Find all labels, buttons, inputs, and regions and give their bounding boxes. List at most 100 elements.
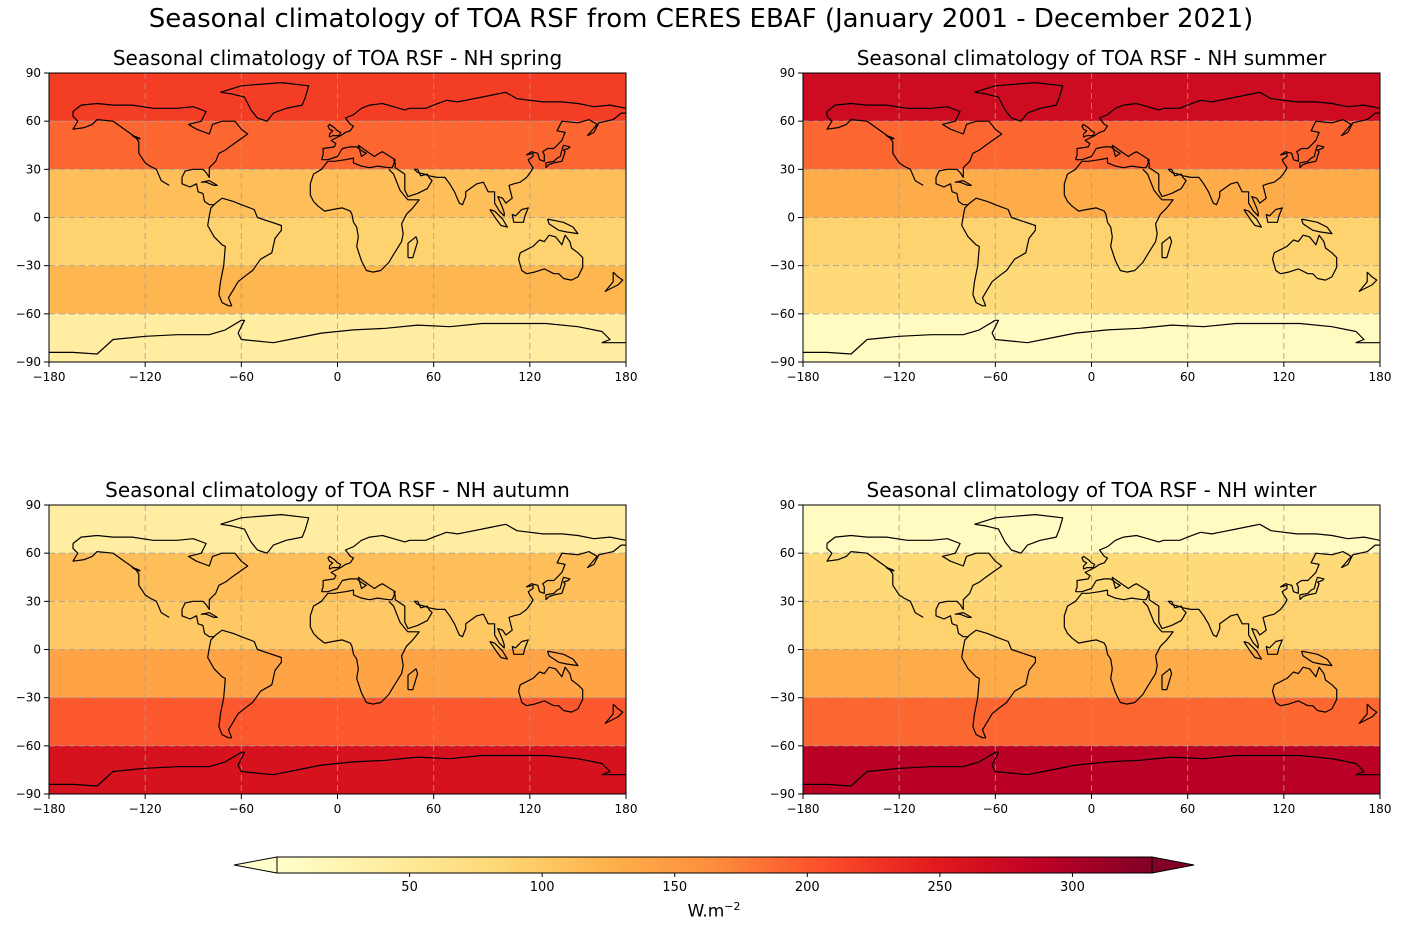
coastline <box>327 555 342 570</box>
coastline <box>1161 668 1173 691</box>
coastline <box>131 135 141 140</box>
y-tick-label: 0 <box>787 643 795 657</box>
x-tick-label: −120 <box>883 802 916 816</box>
coastline <box>1300 650 1333 667</box>
coastline <box>327 123 342 138</box>
coastline <box>954 180 972 186</box>
coastline <box>517 666 584 713</box>
x-tick-label: −120 <box>129 370 162 384</box>
y-tick-label: −30 <box>16 691 41 705</box>
y-tick-label: −60 <box>770 739 795 753</box>
field-layer <box>803 73 1380 362</box>
field-layer <box>49 73 626 362</box>
map-plot: −180 −120 −60 0 60 120 180 90 60 30 0 −30 −60 −90 <box>16 498 638 816</box>
map-plot: −180 −120 −60 0 60 120 180 90 60 30 0 −30 −60 −90 <box>770 66 1392 384</box>
x-tick-label: −60 <box>983 370 1008 384</box>
panel-title: Seasonal climatology of TOA RSF - NH sum… <box>856 46 1327 70</box>
coastline <box>489 640 508 660</box>
coastline <box>49 319 626 355</box>
panel-title: Seasonal climatology of TOA RSF - NH win… <box>866 478 1317 502</box>
colorbar-label: W.m−2 <box>0 900 1402 922</box>
coastline <box>546 218 579 235</box>
y-tick-label: 60 <box>26 546 41 560</box>
x-tick-label: 60 <box>426 802 441 816</box>
coastline <box>309 144 420 273</box>
coastline <box>511 639 529 655</box>
figure-title: Seasonal climatology of TOA RSF from CER… <box>148 4 1254 34</box>
colorbar-extend-min <box>233 856 278 874</box>
y-tick-label: 0 <box>33 643 41 657</box>
coastline <box>1243 208 1263 228</box>
coastline <box>1147 544 1380 649</box>
x-tick-label: −180 <box>787 370 820 384</box>
coastline <box>1265 207 1283 223</box>
x-tick-label: −60 <box>229 802 254 816</box>
coastline <box>309 576 420 705</box>
x-tick-label: −180 <box>33 802 66 816</box>
coastline <box>546 650 579 667</box>
coastline <box>1161 236 1173 259</box>
map-plot: −180 −120 −60 0 60 120 180 90 60 30 0 −30 −60 −90 <box>770 498 1392 816</box>
x-tick-label: 180 <box>615 370 638 384</box>
colorbar-tick-label: 150 <box>662 880 687 895</box>
coastline <box>954 612 972 619</box>
field-layer <box>803 505 1380 794</box>
x-tick-label: −180 <box>33 370 66 384</box>
coastline <box>826 102 1037 307</box>
coastline <box>826 111 924 186</box>
y-tick-label: 30 <box>780 162 795 176</box>
coastline <box>1074 523 1380 592</box>
coastline <box>1063 144 1174 273</box>
y-tick-label: 60 <box>780 546 795 560</box>
coastline <box>49 751 626 787</box>
y-tick-label: 90 <box>26 498 41 512</box>
coastline <box>393 112 626 217</box>
coastline <box>489 208 508 228</box>
y-tick-label: −90 <box>770 355 795 369</box>
coastline <box>320 91 626 160</box>
x-tick-label: 60 <box>1180 802 1195 816</box>
panel-title: Seasonal climatology of TOA RSF - NH aut… <box>105 478 570 502</box>
coastline <box>885 135 895 140</box>
colorbar-tick-label: 300 <box>1060 880 1085 895</box>
coastline <box>517 234 584 281</box>
x-tick-label: −120 <box>129 802 162 816</box>
y-tick-label: 90 <box>780 498 795 512</box>
x-tick-label: 180 <box>1369 370 1392 384</box>
colorbar-tick-label: 250 <box>927 880 952 895</box>
x-tick-label: −60 <box>229 370 254 384</box>
coastline <box>545 576 571 601</box>
y-tick-label: −30 <box>770 691 795 705</box>
panel-title: Seasonal climatology of TOA RSF - NH spr… <box>112 46 563 70</box>
coastline <box>200 612 218 619</box>
coastline <box>72 543 170 618</box>
colorbar-label-base: W.m <box>687 901 725 922</box>
colorbar-extend-max <box>1151 856 1195 874</box>
coastline <box>200 180 218 186</box>
y-tick-label: 30 <box>26 594 41 608</box>
coastline <box>1299 576 1325 601</box>
coastline <box>1299 144 1325 169</box>
coastline <box>1063 576 1174 705</box>
coastline <box>1147 112 1380 217</box>
colorbar-gradient <box>276 856 1153 874</box>
x-tick-label: −60 <box>983 802 1008 816</box>
x-tick-label: 120 <box>1272 802 1295 816</box>
y-tick-label: 90 <box>780 66 795 80</box>
coastline <box>1265 639 1283 655</box>
y-tick-label: 90 <box>26 66 41 80</box>
coastline <box>407 236 419 259</box>
x-tick-label: 60 <box>1180 370 1195 384</box>
coastline <box>803 319 1380 355</box>
y-tick-label: −90 <box>16 355 41 369</box>
x-tick-label: −180 <box>787 802 820 816</box>
coastline <box>220 513 310 554</box>
field-layer <box>49 505 626 794</box>
y-tick-label: −90 <box>770 787 795 801</box>
map-plot: −180 −120 −60 0 60 120 180 90 60 30 0 −30 −60 −90 <box>16 66 638 384</box>
y-tick-label: 0 <box>33 211 41 225</box>
coastline <box>974 81 1064 122</box>
coastline <box>604 703 624 725</box>
coastline <box>393 544 626 649</box>
coastline <box>1271 234 1338 281</box>
